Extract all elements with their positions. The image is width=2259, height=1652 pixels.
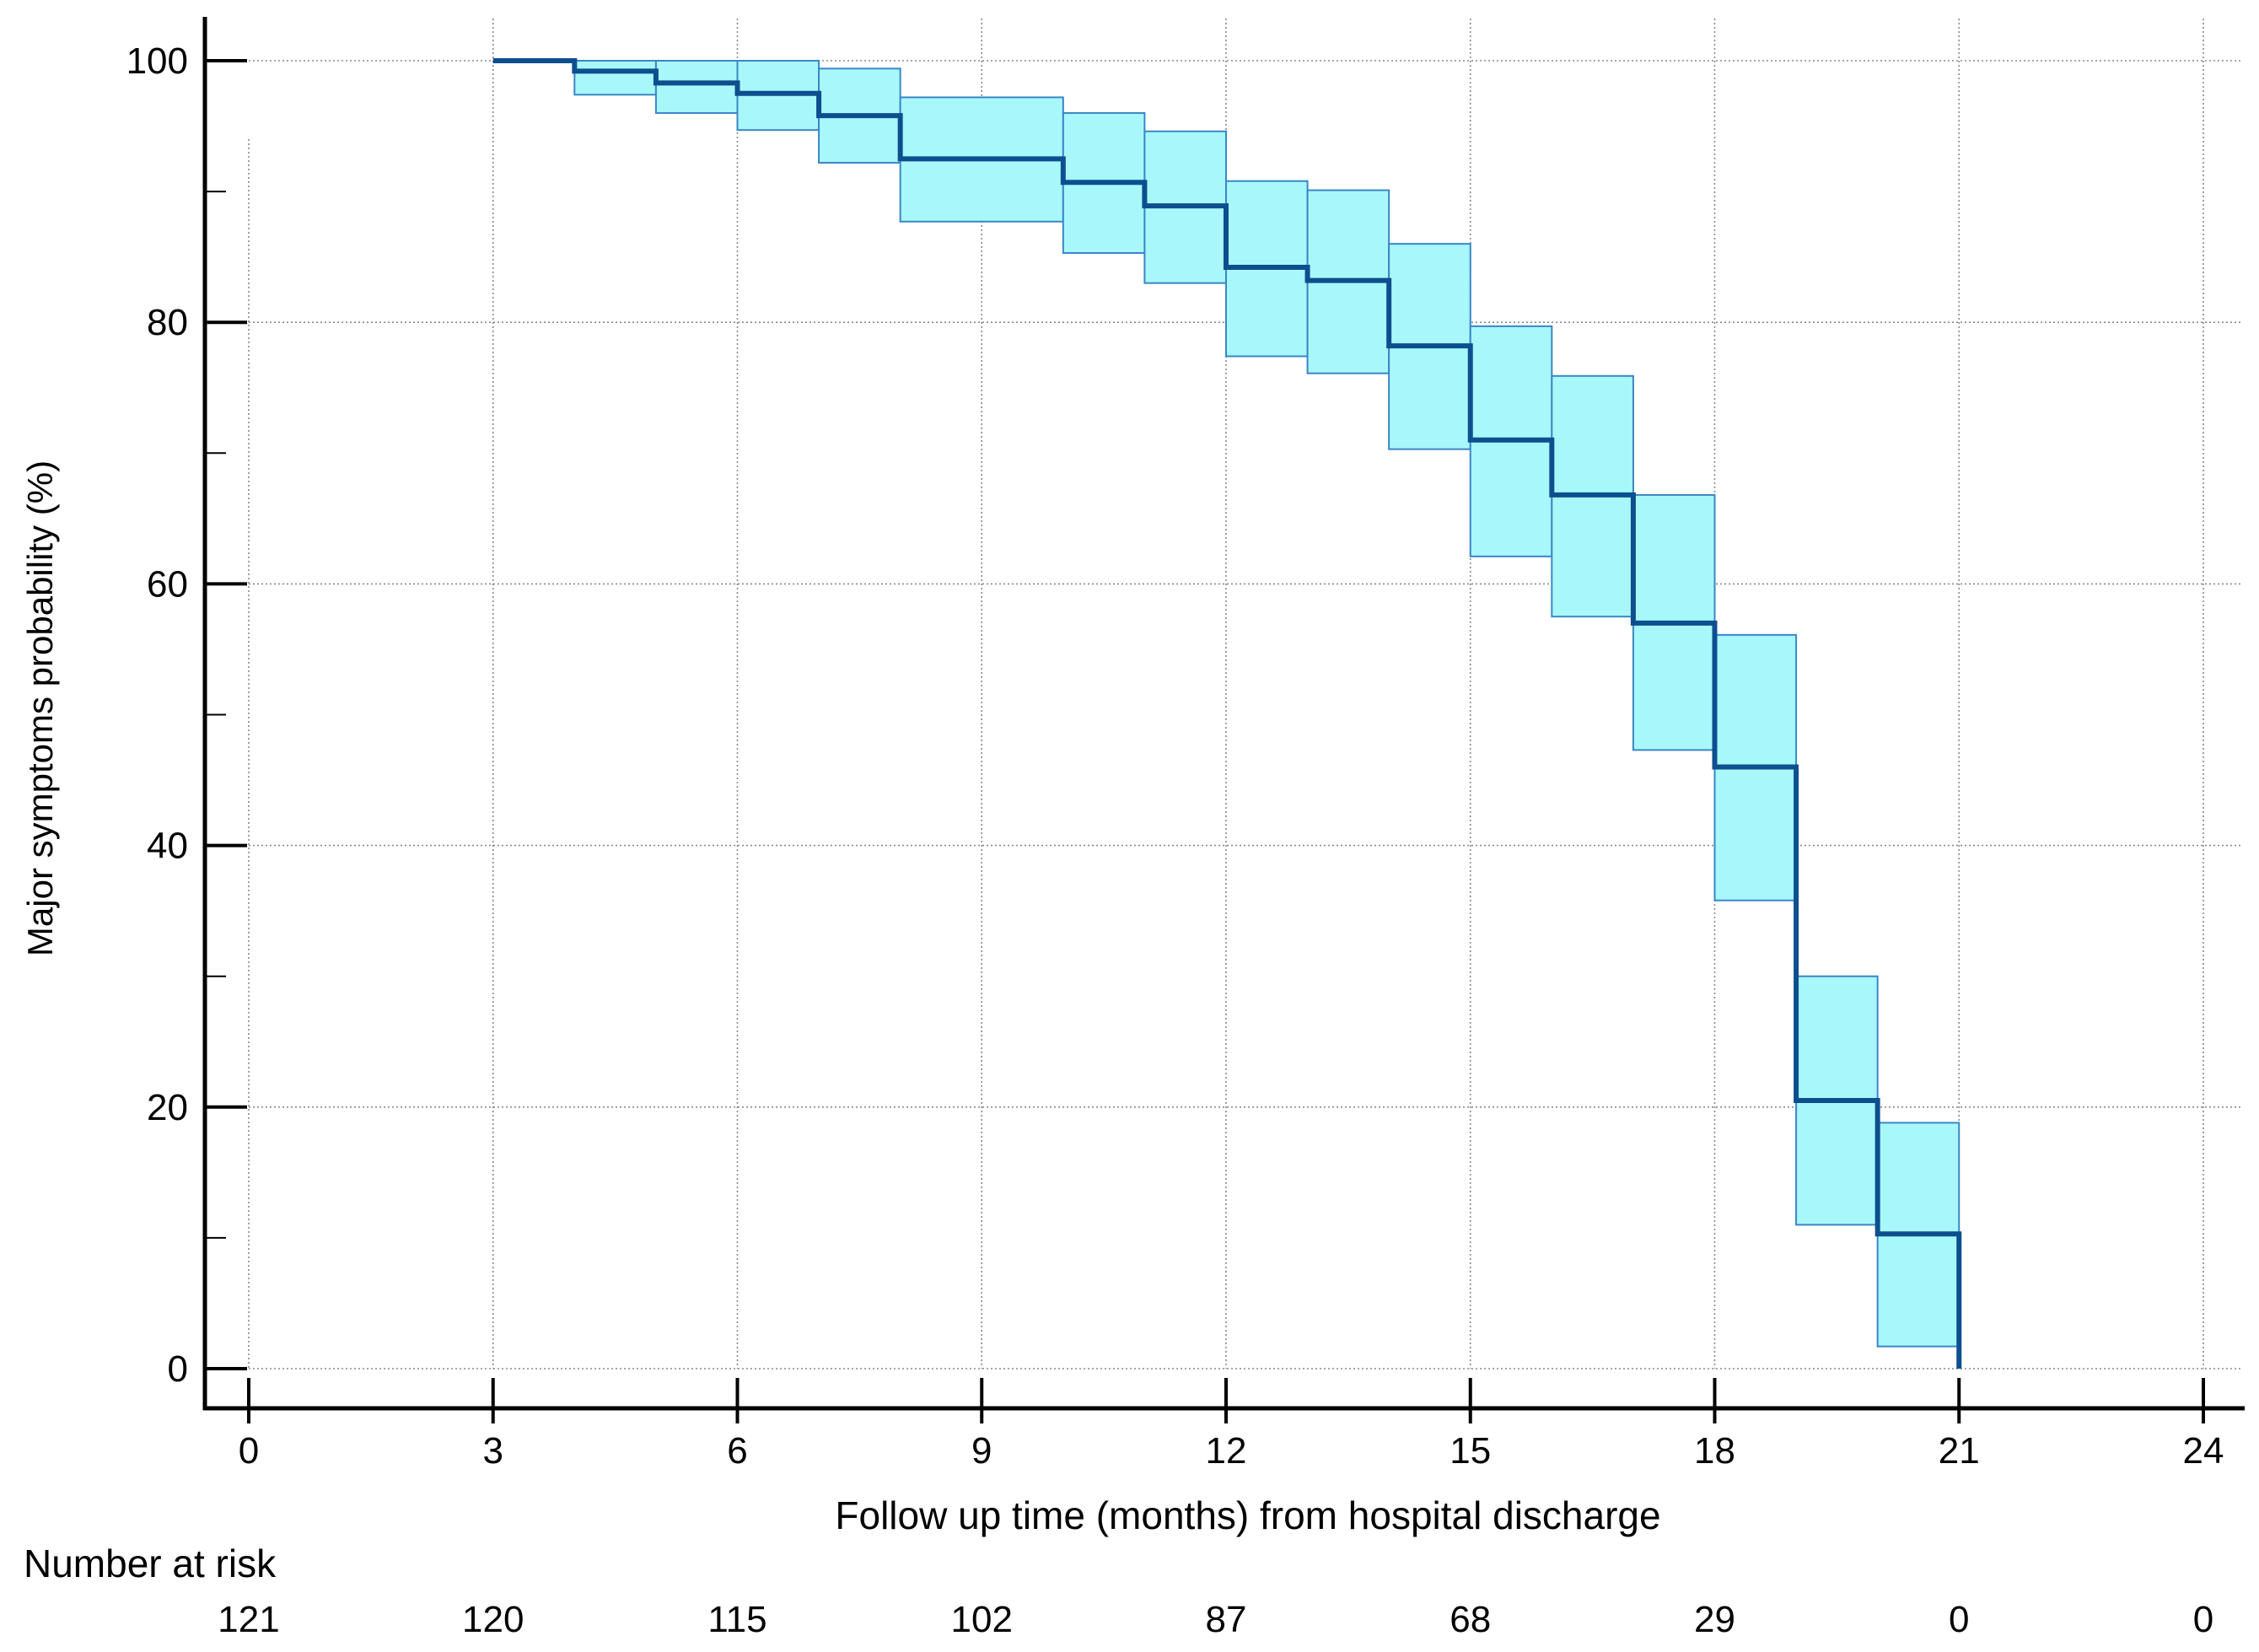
risk-table-value: 29 [1694, 1599, 1735, 1640]
survival-step-line [492, 58, 1962, 1369]
x-tick-label: 0 [239, 1430, 259, 1472]
risk-table-value: 102 [951, 1599, 1013, 1640]
confidence-band-segment [573, 60, 657, 96]
y-tick-label: 20 [147, 1087, 188, 1128]
risk-table-value: 87 [1206, 1599, 1247, 1640]
survival-curve [492, 58, 1962, 1369]
x-tick-label: 21 [1939, 1430, 1980, 1472]
x-axis-label: Follow up time (months) from hospital di… [835, 1493, 1660, 1537]
x-tick-label: 24 [2183, 1430, 2224, 1472]
x-tick-label: 18 [1694, 1430, 1735, 1472]
confidence-band-segment [654, 60, 739, 115]
risk-table-value: 115 [707, 1599, 766, 1640]
y-tick-label: 40 [147, 826, 188, 867]
risk-table-value: 121 [218, 1599, 279, 1640]
y-tick-label: 100 [126, 40, 188, 82]
y-axis-label: Major symptoms probability (%) [20, 460, 60, 956]
tick-labels: 0 20 40 60 80 100 0 3 6 9 12 15 18 21 24 [126, 40, 2224, 1472]
x-tick-label: 6 [727, 1430, 747, 1472]
axes [202, 17, 2245, 1423]
risk-table-values: 121 120 115 102 87 68 29 0 0 [218, 1599, 2213, 1640]
risk-table-value: 0 [1949, 1599, 1969, 1640]
x-tick-label: 9 [971, 1430, 992, 1472]
x-tick-label: 3 [483, 1430, 503, 1472]
confidence-band [573, 60, 1960, 1348]
y-tick-label: 60 [147, 563, 188, 605]
x-tick-label: 15 [1450, 1430, 1491, 1472]
risk-table-value: 0 [2193, 1599, 2213, 1640]
risk-table-value: 68 [1450, 1599, 1491, 1640]
x-tick-label: 12 [1206, 1430, 1247, 1472]
risk-table-label: Number at risk [24, 1542, 277, 1585]
y-tick-label: 80 [147, 302, 188, 343]
risk-table-value: 120 [462, 1599, 524, 1640]
y-tick-label: 0 [168, 1348, 188, 1390]
